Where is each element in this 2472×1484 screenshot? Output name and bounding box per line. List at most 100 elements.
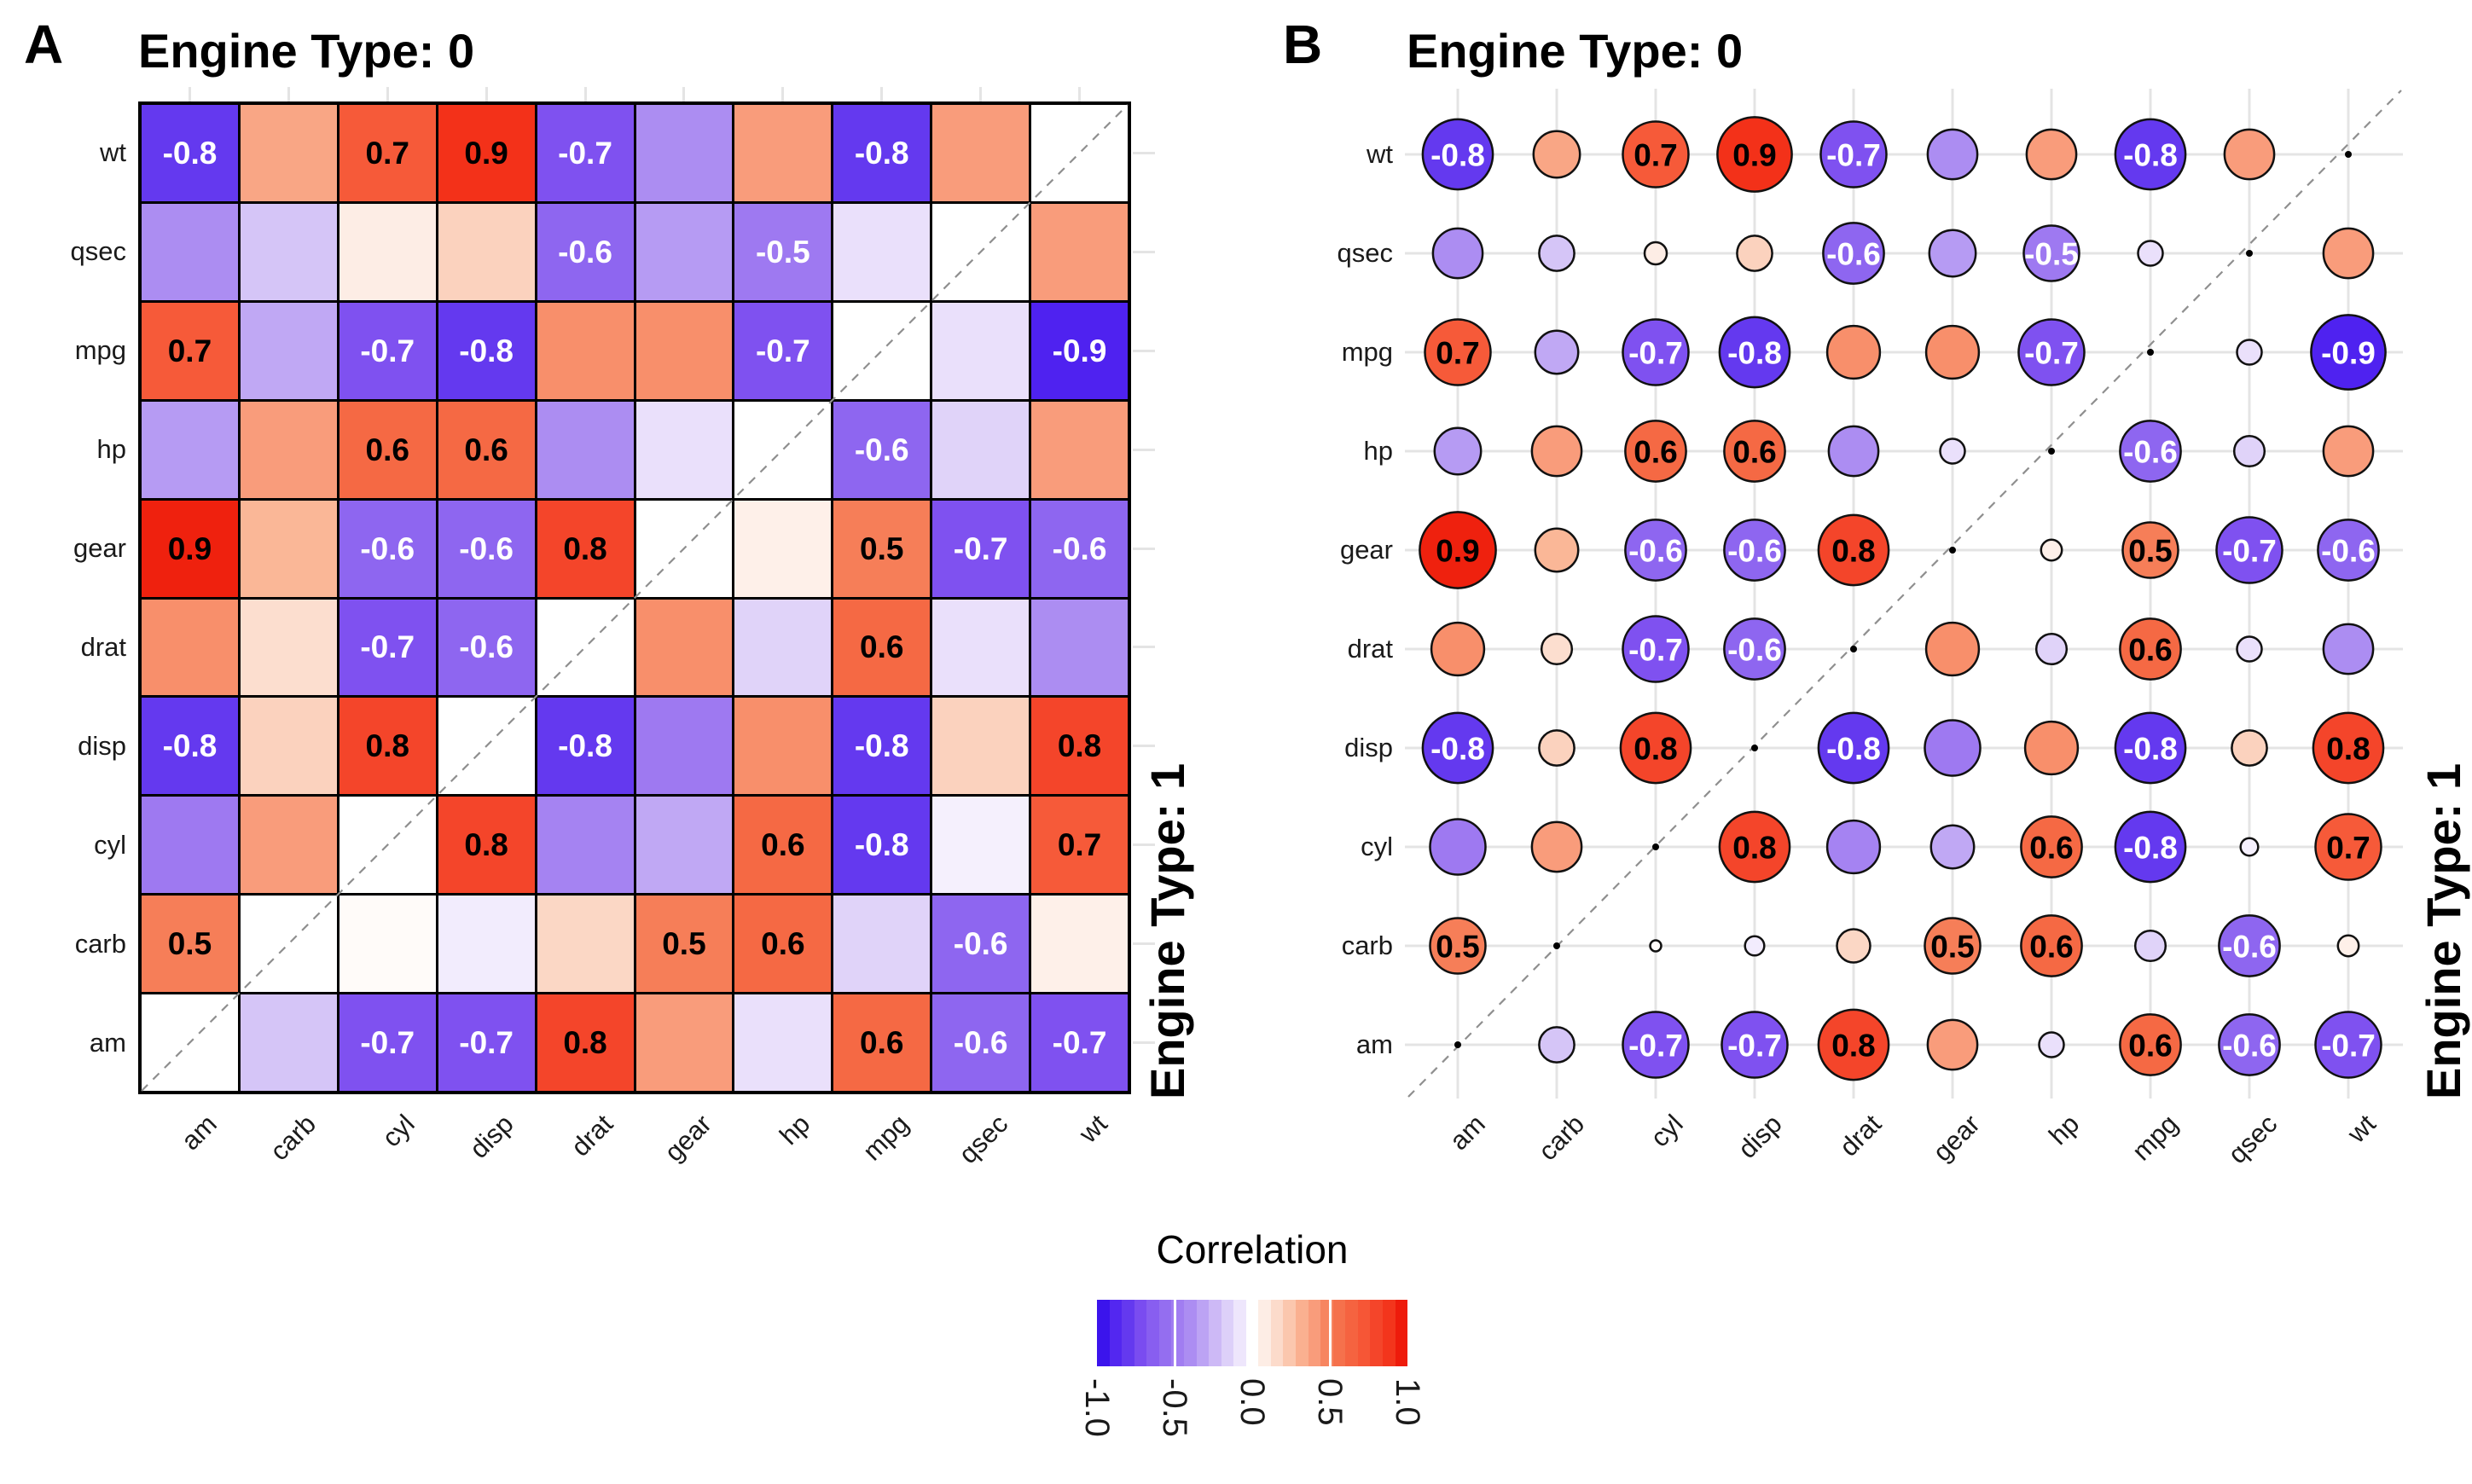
panel-b-y-label-am: am xyxy=(1355,1029,1393,1059)
corr-cell-wt-hp xyxy=(734,105,832,201)
panel-b-corner-label: B xyxy=(1283,14,1323,75)
panel-a-heatmap: -0.8 0.7 0.9 -0.7 -0.8 -0.6 -0.5 0.7 -0.7 -0.8 -0.… xyxy=(138,101,1131,1094)
corr-cell-drat-carb xyxy=(240,599,337,696)
corr-cell-hp-mpg: -0.6 xyxy=(833,401,931,498)
panel-a-x-label-qsec: qsec xyxy=(953,1109,1014,1170)
corr-cell-hp-wt xyxy=(1031,401,1128,498)
corr-cell-disp-mpg: -0.8 xyxy=(833,698,931,795)
corr-cell-carb-carb xyxy=(240,896,337,993)
gridline-stub-top xyxy=(781,87,785,101)
corr-cell-mpg-cyl: -0.7 xyxy=(339,302,436,399)
corr-label-cyl-mpg: -0.8 xyxy=(2123,830,2178,865)
corr-label-hp-cyl: 0.6 xyxy=(1633,434,1677,469)
corr-label-am-qsec: -0.6 xyxy=(2222,1028,2277,1063)
corr-cell-carb-mpg xyxy=(833,896,931,993)
corr-circle-mpg-drat xyxy=(1825,324,1882,380)
corr-cell-carb-hp: 0.6 xyxy=(734,896,832,993)
corr-cell-disp-cyl: 0.8 xyxy=(339,698,436,795)
corr-label-drat-mpg: 0.6 xyxy=(2128,632,2172,667)
panel-a-x-label-disp: disp xyxy=(463,1109,519,1164)
corr-cell-disp-gear xyxy=(635,698,733,795)
diagonal-dot-am xyxy=(1454,1041,1461,1048)
gridline-stub-right xyxy=(1133,250,1155,253)
corr-circle-gear-disp xyxy=(1723,519,1786,582)
diagonal-dot-qsec xyxy=(2246,250,2253,257)
corr-circle-hp-mpg xyxy=(2119,420,2182,483)
corr-circle-gear-cyl xyxy=(1624,519,1687,582)
corr-cell-carb-wt xyxy=(1031,896,1128,993)
gridline-stub-right xyxy=(1133,349,1155,352)
corr-cell-qsec-hp: -0.5 xyxy=(734,203,832,300)
corr-cell-am-gear xyxy=(635,994,733,1091)
gridline-stub-top xyxy=(188,87,191,101)
corr-circle-gear-drat xyxy=(1817,513,1890,587)
corr-circle-carb-gear xyxy=(1924,917,1982,975)
corr-cell-drat-wt xyxy=(1031,599,1128,696)
corr-cell-disp-drat: -0.8 xyxy=(537,698,634,795)
corr-label-wt-drat: -0.7 xyxy=(1826,137,1881,172)
corr-cell-gear-hp xyxy=(734,500,832,597)
gridline-stub-top xyxy=(979,87,983,101)
corr-cell-drat-qsec xyxy=(932,599,1030,696)
corr-circle-cyl-drat xyxy=(1825,819,1882,875)
corr-label-disp-wt: 0.8 xyxy=(2326,731,2370,766)
corr-circle-qsec-hp xyxy=(2022,224,2080,282)
gridline-stub-right xyxy=(1133,151,1155,154)
corr-cell-wt-qsec xyxy=(932,105,1030,201)
panel-b-x-label-drat: drat xyxy=(1833,1109,1887,1162)
corr-circle-gear-qsec xyxy=(2215,516,2283,584)
corr-circle-hp-carb xyxy=(1530,425,1583,478)
panel-b-x-label-wt: wt xyxy=(2341,1109,2382,1149)
corr-circle-wt-mpg xyxy=(2114,118,2187,191)
corr-circle-drat-gear xyxy=(1924,621,1981,677)
corr-cell-cyl-am xyxy=(142,797,238,894)
legend-band xyxy=(1221,1300,1234,1366)
legend-tick-label: -1.0 xyxy=(1078,1378,1116,1437)
corr-cell-drat-gear xyxy=(635,599,733,696)
corr-cell-mpg-disp: -0.8 xyxy=(438,302,535,399)
corr-cell-mpg-wt: -0.9 xyxy=(1031,302,1128,399)
corr-circle-cyl-qsec xyxy=(2239,837,2260,857)
panel-b-y-label-disp: disp xyxy=(1344,733,1393,762)
corr-cell-qsec-gear xyxy=(635,203,733,300)
corr-cell-mpg-mpg xyxy=(833,302,931,399)
corr-cell-am-cyl: -0.7 xyxy=(339,994,436,1091)
corr-circle-mpg-hp xyxy=(2017,318,2086,386)
corr-cell-gear-mpg: 0.5 xyxy=(833,500,931,597)
corr-label-gear-wt: -0.6 xyxy=(2321,533,2376,568)
corr-circle-mpg-disp xyxy=(1718,316,1791,389)
panel-b-title: Engine Type: 0 xyxy=(1407,24,1744,78)
corr-circle-hp-am xyxy=(1433,426,1483,476)
corr-cell-mpg-hp: -0.7 xyxy=(734,302,832,399)
panel-a-x-label-gear: gear xyxy=(659,1109,717,1168)
corr-cell-wt-am: -0.8 xyxy=(142,105,238,201)
gridline-stub-top xyxy=(386,87,389,101)
corr-label-hp-mpg: -0.6 xyxy=(2123,434,2178,469)
corr-label-am-disp: -0.7 xyxy=(1727,1028,1782,1063)
panel-b-bubble-matrix: -0.8 0.7 0.9 -0.7 -0.8 -0.6 -0.5 0.7 -0.7 -0.8 -0.… xyxy=(1405,89,2403,1099)
legend-colorbar xyxy=(1097,1300,1408,1366)
diagonal-dot-drat xyxy=(1850,646,1857,652)
corr-cell-drat-am xyxy=(142,599,238,696)
panel-b-y-label-drat: drat xyxy=(1347,634,1393,664)
panel-a-x-label-drat: drat xyxy=(565,1109,618,1162)
corr-cell-hp-disp: 0.6 xyxy=(438,401,535,498)
corr-label-gear-am: 0.9 xyxy=(1436,533,1479,568)
gridline-stub-right xyxy=(1133,646,1155,649)
corr-circle-wt-carb xyxy=(1532,130,1581,179)
legend-band xyxy=(1158,1300,1172,1366)
corr-cell-am-carb xyxy=(240,994,337,1091)
corr-cell-cyl-qsec xyxy=(932,797,1030,894)
corr-cell-gear-cyl: -0.6 xyxy=(339,500,436,597)
corr-cell-carb-am: 0.5 xyxy=(142,896,238,993)
corr-cell-gear-disp: -0.6 xyxy=(438,500,535,597)
diagonal-dot-cyl xyxy=(1652,843,1659,850)
diagonal-dot-carb xyxy=(1553,942,1560,949)
corr-circle-cyl-disp xyxy=(1718,810,1791,884)
corr-cell-wt-drat: -0.7 xyxy=(537,105,634,201)
panel-b-x-label-cyl: cyl xyxy=(1645,1109,1689,1153)
legend-band xyxy=(1283,1300,1296,1366)
corr-cell-mpg-drat xyxy=(537,302,634,399)
corr-circle-disp-mpg xyxy=(2114,711,2187,785)
